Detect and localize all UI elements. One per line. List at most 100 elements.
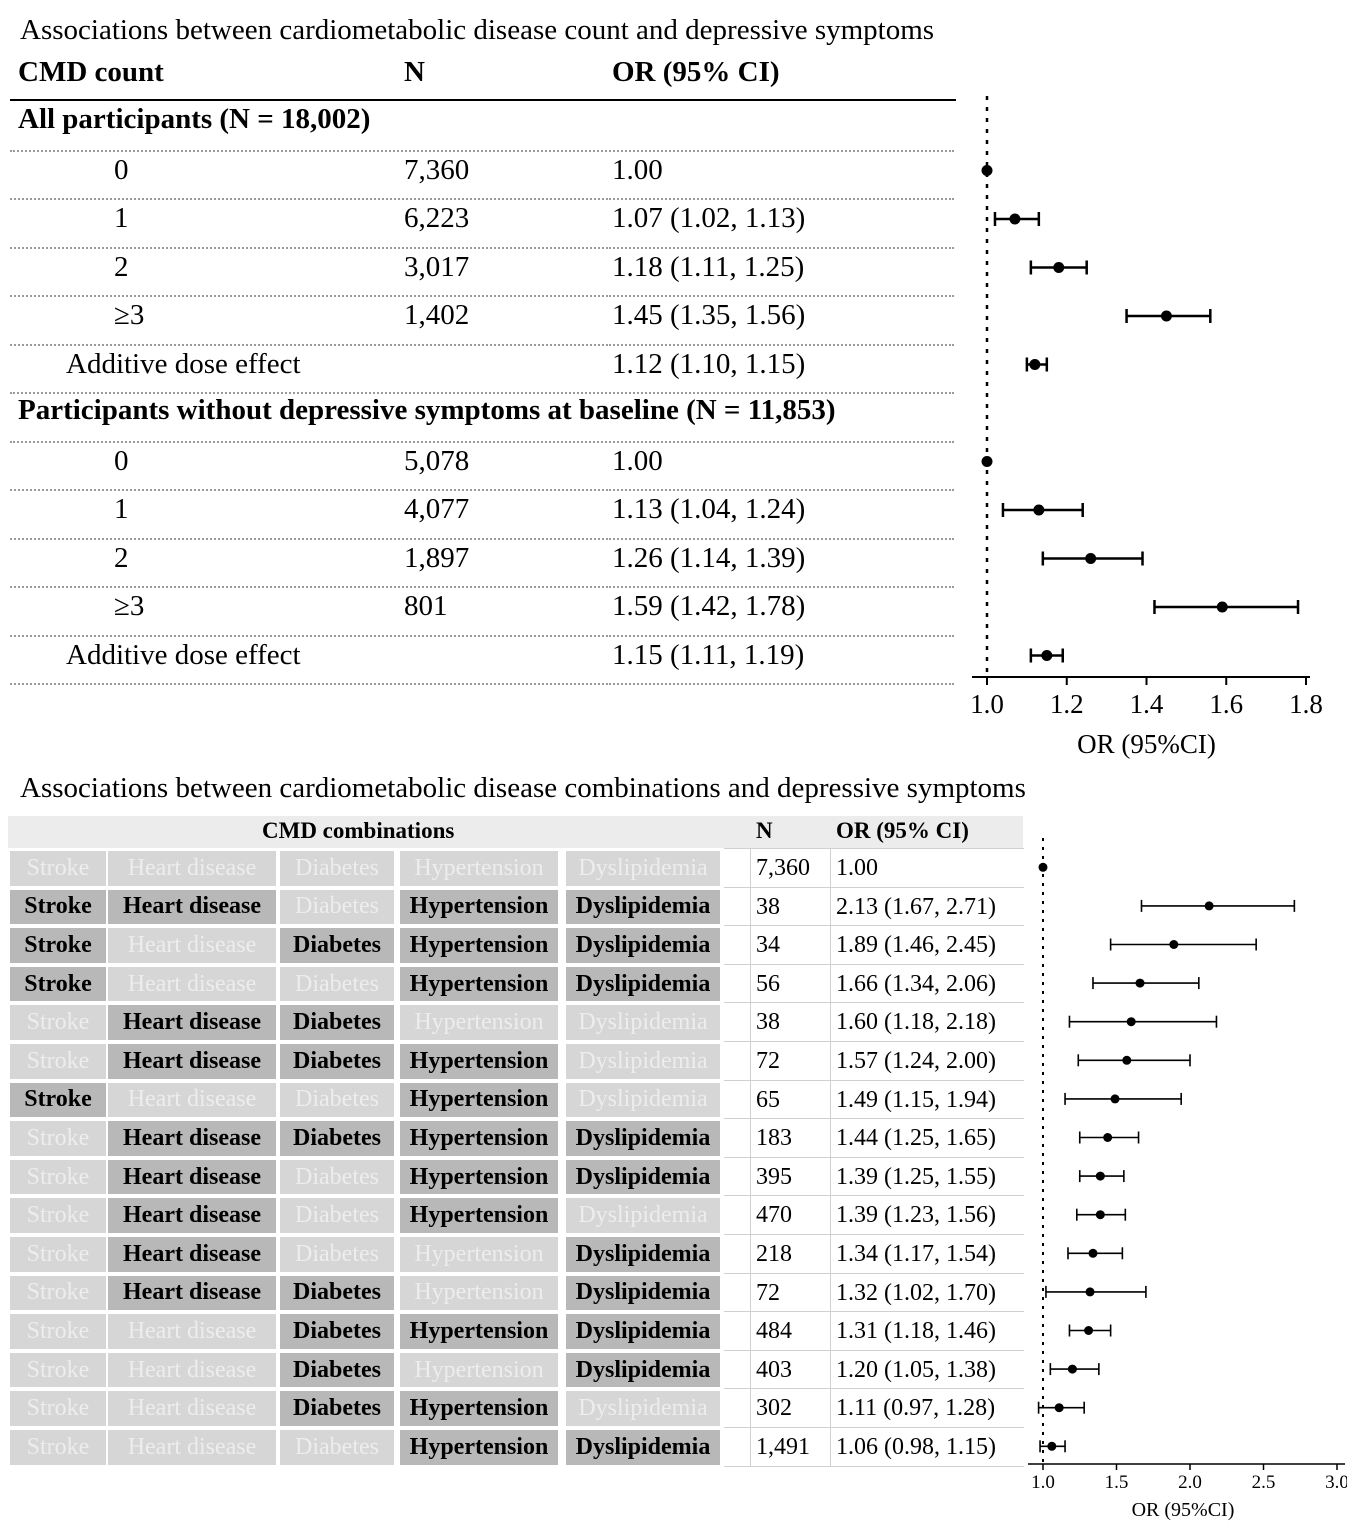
disease-cell: Dyslipidemia	[564, 1119, 722, 1158]
row-separator	[10, 343, 400, 346]
point-estimate	[1169, 940, 1179, 949]
point-estimate	[1085, 1287, 1095, 1297]
disease-cell: Heart disease	[106, 1312, 278, 1351]
disease-cell: Heart disease	[106, 1235, 278, 1274]
row-n: 1,897	[404, 541, 470, 574]
row-separator	[724, 1041, 1024, 1042]
row-separator	[10, 392, 954, 394]
row-label: Additive dose effect	[66, 347, 301, 380]
row-separator	[606, 537, 954, 540]
group-header: Participants without depressive symptoms…	[18, 394, 836, 426]
row-or: 1.45 (1.35, 1.56)	[612, 299, 806, 331]
combination-chart-title: Associations between cardiometabolic dis…	[20, 772, 1026, 804]
row-or: 1.60 (1.18, 2.18)	[836, 1009, 996, 1036]
disease-cell: Dyslipidemia	[564, 887, 722, 927]
row-or: 1.00	[836, 855, 878, 881]
disease-cell: Hypertension	[398, 1196, 560, 1235]
group-header: All participants (N = 18,002)	[18, 103, 371, 135]
disease-cell: Hypertension	[398, 1389, 560, 1428]
row-or: 1.44 (1.25, 1.65)	[836, 1125, 996, 1152]
row-separator	[10, 440, 954, 443]
disease-cell: Dyslipidemia	[564, 1157, 722, 1197]
count-chart-title: Associations between cardiometabolic dis…	[20, 14, 935, 46]
point-estimate	[1047, 1441, 1057, 1451]
disease-cell: Dyslipidemia	[564, 1196, 722, 1235]
row-n: 38	[756, 893, 780, 920]
disease-cell: Diabetes	[278, 1196, 396, 1235]
row-separator	[724, 1272, 1024, 1274]
row-or: 1.12 (1.10, 1.15)	[612, 347, 806, 380]
row-or: 1.32 (1.02, 1.70)	[836, 1279, 996, 1306]
row-separator	[398, 537, 604, 540]
disease-cell: Dyslipidemia	[564, 849, 722, 888]
disease-cell: Hypertension	[398, 1235, 560, 1274]
row-label: 1	[114, 202, 129, 234]
row-separator	[724, 1427, 1024, 1428]
row-n: 4,077	[404, 493, 470, 525]
col-header-cmd-combinations: CMD combinations	[262, 818, 455, 843]
disease-cell: Heart disease	[106, 1273, 278, 1313]
row-n: 403	[756, 1356, 792, 1383]
row-separator	[724, 1156, 1024, 1158]
row-or: 1.31 (1.18, 1.46)	[836, 1318, 996, 1345]
disease-cell: Heart disease	[106, 1389, 278, 1428]
row-separator	[606, 634, 954, 637]
disease-cell: Stroke	[8, 849, 108, 888]
point-estimate	[1135, 978, 1145, 988]
point-estimate	[1084, 1326, 1094, 1335]
disease-cell: Stroke	[8, 1312, 108, 1351]
x-tick-label: 1.0	[970, 689, 1004, 719]
row-or: 1.20 (1.05, 1.38)	[836, 1356, 996, 1383]
disease-cell: Heart disease	[106, 887, 278, 927]
point-estimate	[1053, 262, 1065, 273]
disease-cell: Dyslipidemia	[564, 964, 722, 1004]
row-n: 72	[756, 1048, 780, 1074]
row-separator	[606, 295, 954, 297]
row-separator	[398, 246, 604, 249]
x-axis-label: OR (95%CI)	[1077, 729, 1216, 759]
disease-cell: Diabetes	[278, 1157, 396, 1197]
disease-cell: Diabetes	[278, 1350, 396, 1390]
disease-cell: Heart disease	[106, 1428, 278, 1467]
disease-cell: Dyslipidemia	[564, 1389, 722, 1428]
row-or: 1.18 (1.11, 1.25)	[612, 250, 805, 283]
row-separator	[724, 1349, 1024, 1351]
disease-cell: Heart disease	[106, 1196, 278, 1235]
disease-cell: Dyslipidemia	[564, 1080, 722, 1120]
point-estimate	[1216, 601, 1228, 613]
row-separator	[398, 586, 604, 588]
disease-cell: Heart disease	[106, 926, 278, 965]
row-n: 34	[756, 932, 780, 959]
point-estimate	[1088, 1248, 1098, 1258]
disease-cell: Diabetes	[278, 964, 396, 1004]
row-separator	[10, 198, 400, 200]
disease-cell: Diabetes	[278, 1312, 396, 1351]
row-or: 1.39 (1.23, 1.56)	[836, 1202, 996, 1229]
row-label: ≥3	[114, 299, 145, 331]
row-or: 1.00	[612, 444, 663, 477]
row-label: 2	[114, 541, 129, 574]
row-separator	[398, 634, 604, 637]
disease-cell: Heart disease	[106, 1157, 278, 1197]
row-n: 6,223	[404, 202, 470, 234]
disease-cell: Dyslipidemia	[564, 1042, 722, 1081]
disease-cell: Diabetes	[278, 1080, 396, 1120]
disease-cell: Stroke	[8, 1003, 108, 1042]
disease-cell: Heart disease	[106, 849, 278, 888]
row-separator	[724, 1388, 1024, 1390]
disease-cell: Hypertension	[398, 1428, 560, 1467]
row-n: 72	[756, 1279, 780, 1306]
row-separator	[10, 295, 400, 297]
row-n: 1,491	[756, 1434, 810, 1460]
point-estimate	[1095, 1171, 1105, 1181]
disease-cell: Diabetes	[278, 1273, 396, 1313]
x-tick-label: 1.8	[1289, 689, 1323, 719]
point-estimate	[1029, 359, 1041, 370]
disease-cell: Stroke	[8, 964, 108, 1004]
row-label: ≥3	[114, 590, 145, 622]
point-estimate	[1067, 1364, 1077, 1374]
disease-cell: Heart disease	[106, 964, 278, 1004]
col-header-cmd-count: CMD count	[18, 56, 164, 88]
point-estimate	[1103, 1133, 1113, 1142]
